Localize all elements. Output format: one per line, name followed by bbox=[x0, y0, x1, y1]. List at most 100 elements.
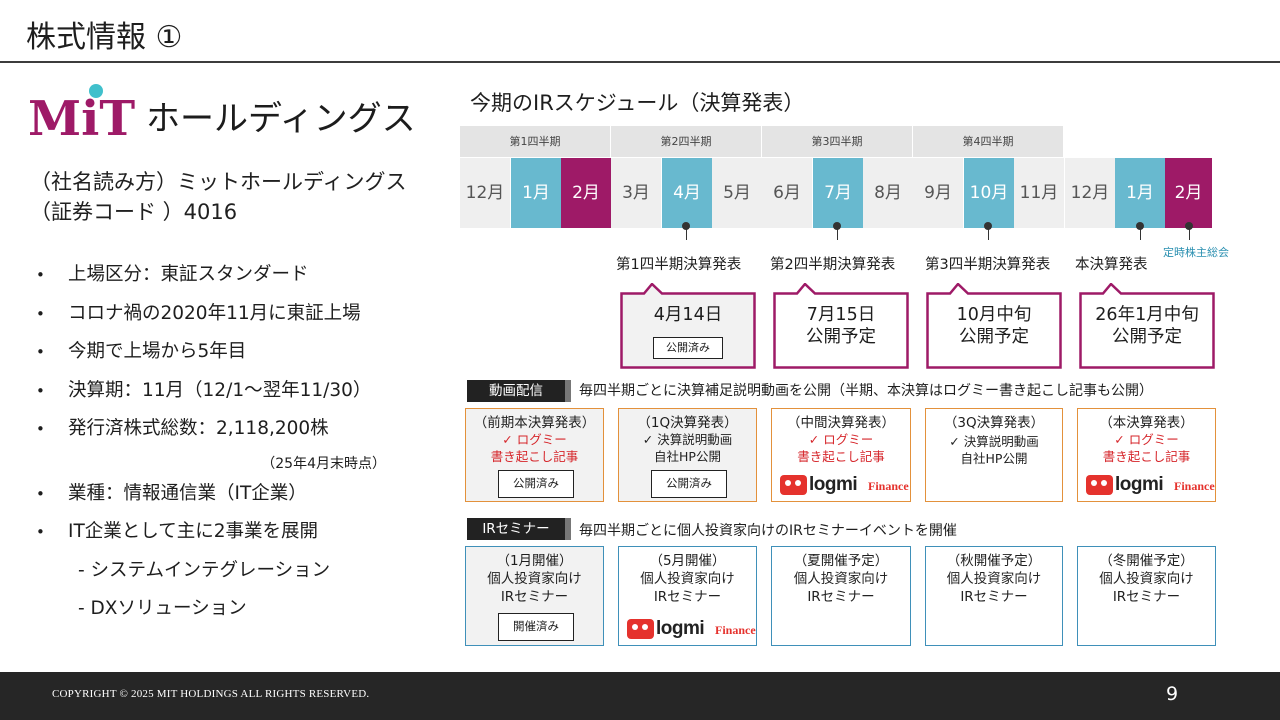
month-cell: 2月 bbox=[1165, 158, 1212, 228]
release-date: 4月14日 bbox=[653, 305, 723, 325]
page-number: 9 bbox=[1165, 683, 1179, 705]
video-section-tag: 動画配信 bbox=[467, 380, 571, 402]
card-title: （中間決算発表） bbox=[787, 415, 895, 431]
card-line: 自社HP公開 bbox=[654, 449, 721, 464]
quarter-header-q1: 第1四半期 bbox=[460, 126, 610, 157]
month-cell: 3月 bbox=[611, 158, 661, 228]
video-section-description: 毎四半期ごとに決算補足説明動画を公開（半期、本決算はログミー書き起こし記事も公開… bbox=[579, 383, 1153, 399]
callout-frame bbox=[926, 283, 1062, 369]
logmi-robot-icon bbox=[627, 619, 654, 639]
quarter-header-q4: 第4四半期 bbox=[913, 126, 1063, 157]
timeline-stem bbox=[837, 228, 838, 240]
timeline-pin bbox=[682, 222, 690, 230]
timeline-pin bbox=[984, 222, 992, 230]
video-card-3q: （3Q決算発表） ✓ 決算説明動画 自社HP公開 bbox=[925, 408, 1063, 502]
copyright-text: COPYRIGHT © 2025 MIT HOLDINGS ALL RIGHTS… bbox=[52, 688, 370, 700]
announce-q2-label: 第2四半期決算発表 bbox=[770, 257, 896, 273]
announce-q1-label: 第1四半期決算発表 bbox=[616, 257, 742, 273]
seminar-card-autumn: （秋開催予定） 個人投資家向け IRセミナー bbox=[925, 546, 1063, 646]
release-callout-q3: 10月中旬 公開予定 bbox=[926, 283, 1062, 369]
fact-listing-date: コロナ禍の2020年11月に東証上場 bbox=[36, 301, 436, 340]
month-cell: 12月 bbox=[1065, 158, 1115, 228]
fact-fiscal-period: 決算期：11月（12/1～翌年11/30） bbox=[36, 378, 436, 417]
company-logo: MiT ホールディングス bbox=[28, 84, 438, 154]
logmi-robot-icon bbox=[1086, 475, 1113, 495]
status-badge: 公開済み bbox=[653, 337, 723, 359]
timeline-pin bbox=[1136, 222, 1144, 230]
title-divider bbox=[0, 61, 1280, 63]
seminar-card-jan: （1月開催） 個人投資家向け IRセミナー 開催済み bbox=[465, 546, 604, 646]
month-cell: 5月 bbox=[712, 158, 762, 228]
card-line: IRセミナー bbox=[960, 589, 1028, 605]
timeline-stem bbox=[1189, 228, 1190, 240]
callout-frame bbox=[1079, 283, 1215, 369]
business-system-integration: - システムインテグレーション bbox=[78, 559, 331, 581]
release-date: 7月15日 bbox=[806, 305, 876, 325]
timeline-pin bbox=[833, 222, 841, 230]
schedule-title: 今期のIRスケジュール（決算発表） bbox=[470, 91, 805, 115]
logo-text: ホールディングス bbox=[146, 99, 416, 139]
card-line: IRセミナー bbox=[500, 589, 569, 605]
card-title: （本決算発表） bbox=[1099, 415, 1194, 431]
card-title: （5月開催） bbox=[649, 553, 726, 569]
release-date: 10月中旬 bbox=[956, 305, 1032, 325]
month-cell: 10月 bbox=[964, 158, 1014, 228]
card-line: ✓ 決算説明動画 bbox=[642, 432, 733, 447]
card-title: （3Q決算発表） bbox=[943, 415, 1045, 431]
video-card-1q: （1Q決算発表） ✓ 決算説明動画 自社HP公開 公開済み bbox=[618, 408, 757, 502]
video-card-prev-annual: （前期本決算発表） ✓ ログミー 書き起こし記事 公開済み bbox=[465, 408, 604, 502]
card-title: （1月開催） bbox=[496, 553, 573, 569]
fact-industry: 業種：情報通信業（IT企業） bbox=[36, 481, 436, 520]
fact-years-listed: 今期で上場から5年目 bbox=[36, 339, 436, 378]
business-dx-solution: - DXソリューション bbox=[78, 597, 247, 619]
timeline-stem bbox=[988, 228, 989, 240]
logmi-finance-word: Finance bbox=[715, 623, 756, 637]
card-line: 書き起こし記事 bbox=[490, 449, 579, 464]
status-badge: 開催済み bbox=[498, 613, 574, 641]
logmi-finance-word: Finance bbox=[1174, 479, 1215, 493]
month-cell: 11月 bbox=[1014, 158, 1064, 228]
fact-shares-note: （25年4月末時点） bbox=[261, 455, 386, 472]
release-date: 26年1月中旬 bbox=[1095, 305, 1199, 325]
timeline-stem bbox=[686, 228, 687, 240]
company-facts-list: 上場区分：東証スタンダード コロナ禍の2020年11月に東証上場 今期で上場から… bbox=[36, 262, 436, 634]
seminar-card-winter: （冬開催予定） 個人投資家向け IRセミナー bbox=[1077, 546, 1216, 646]
fact-listing-market: 上場区分：東証スタンダード bbox=[36, 262, 436, 301]
card-title: （夏開催予定） bbox=[793, 553, 889, 569]
footer-bar bbox=[0, 672, 1280, 720]
card-title: （前期本決算発表） bbox=[473, 415, 596, 431]
securities-code: （証券コード ）4016 bbox=[30, 200, 238, 224]
month-cell: 2月 bbox=[561, 158, 611, 228]
card-line: 個人投資家向け bbox=[487, 571, 582, 587]
release-status: 公開予定 bbox=[959, 327, 1029, 347]
release-status: 公開予定 bbox=[806, 327, 876, 347]
month-cell: 1月 bbox=[1115, 158, 1165, 228]
month-cell: 4月 bbox=[662, 158, 712, 228]
card-title: （秋開催予定） bbox=[946, 553, 1042, 569]
video-card-annual: （本決算発表） ✓ ログミー 書き起こし記事 logmi Finance bbox=[1077, 408, 1216, 502]
card-line: IRセミナー bbox=[807, 589, 875, 605]
month-cell: 7月 bbox=[813, 158, 863, 228]
card-line: IRセミナー bbox=[653, 589, 722, 605]
month-cell: 8月 bbox=[863, 158, 913, 228]
card-line: ✓ ログミー bbox=[808, 432, 874, 447]
logmi-word: logmi bbox=[1115, 474, 1164, 495]
logo-brand-mark: MiT bbox=[28, 91, 136, 147]
quarter-header-q3: 第3四半期 bbox=[762, 126, 912, 157]
timeline-pin bbox=[1185, 222, 1193, 230]
card-line: 自社HP公開 bbox=[960, 451, 1028, 466]
card-line: ✓ 決算説明動画 bbox=[949, 434, 1039, 449]
card-title: （冬開催予定） bbox=[1099, 553, 1194, 569]
release-callout-annual: 26年1月中旬 公開予定 bbox=[1079, 283, 1215, 369]
card-line: 書き起こし記事 bbox=[797, 449, 885, 464]
status-badge: 公開済み bbox=[498, 470, 574, 498]
release-callout-q2: 7月15日 公開予定 bbox=[773, 283, 909, 369]
status-badge: 公開済み bbox=[651, 470, 727, 498]
month-cell: 9月 bbox=[913, 158, 963, 228]
fact-business-lines: IT企業として主に2事業を展開 bbox=[36, 519, 436, 558]
announce-annual-label: 本決算発表 bbox=[1075, 257, 1148, 273]
quarter-header-q2: 第2四半期 bbox=[611, 126, 761, 157]
month-cell: 6月 bbox=[762, 158, 812, 228]
card-line: 書き起こし記事 bbox=[1102, 449, 1191, 464]
month-cell: 12月 bbox=[460, 158, 510, 228]
